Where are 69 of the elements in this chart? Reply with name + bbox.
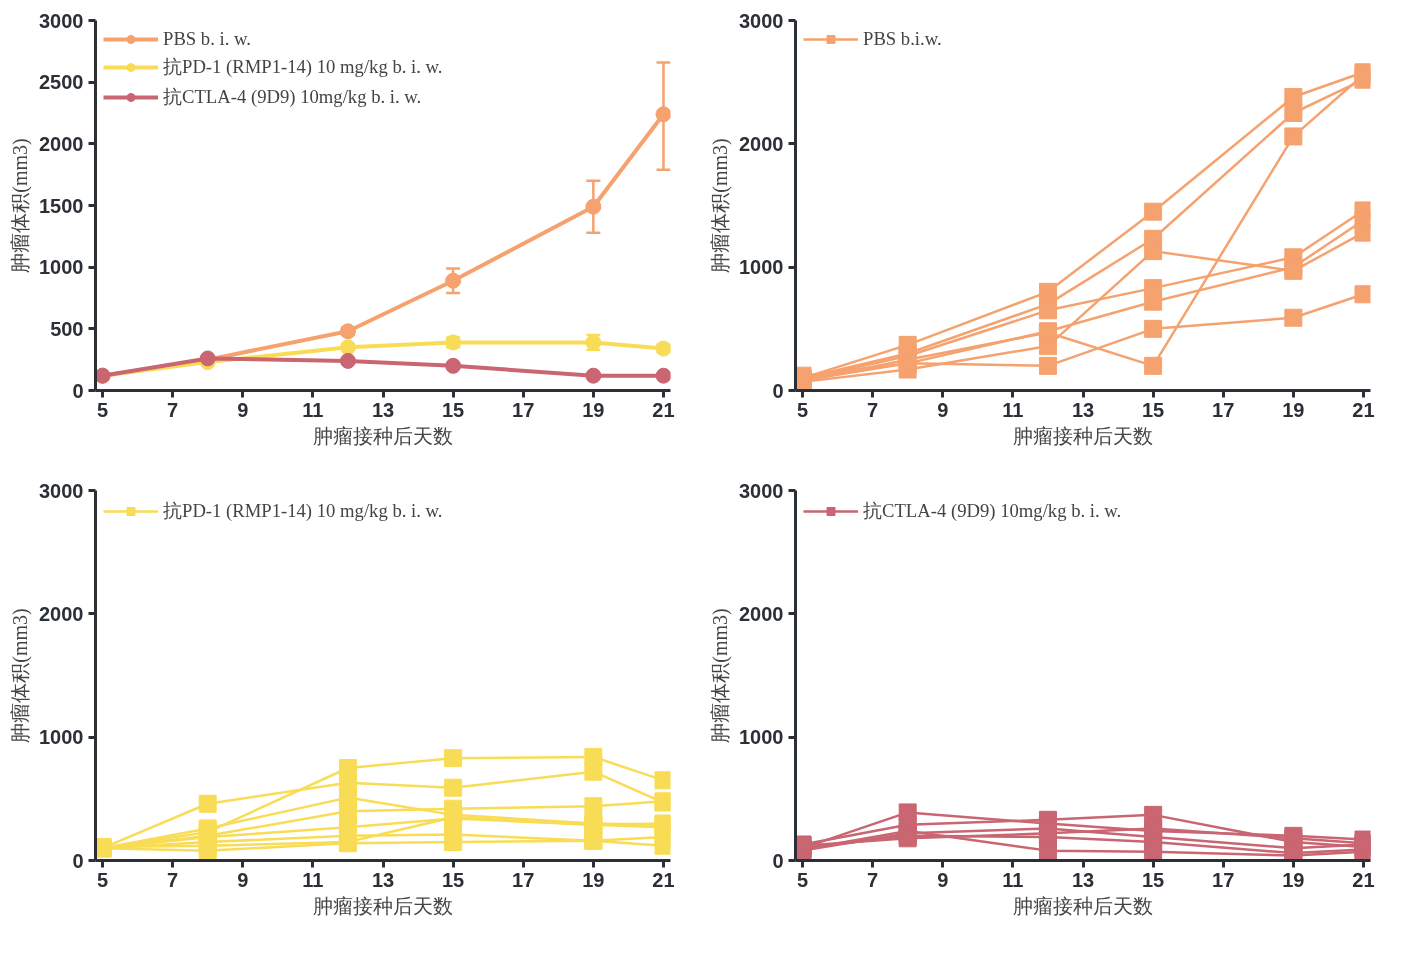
y-tick-label: 3000	[39, 9, 84, 32]
x-tick-label: 11	[302, 868, 324, 891]
y-tick-label: 1000	[739, 726, 784, 749]
x-tick-label: 11	[1002, 398, 1024, 421]
x-tick-label: 5	[96, 868, 109, 891]
x-tick-label: 17	[512, 398, 535, 421]
y-tick-label: 500	[50, 317, 84, 340]
y-axis-title: 肿瘤体积(mm3)	[709, 608, 733, 743]
x-tick-label: 19	[582, 868, 605, 891]
y-tick-label: 0	[72, 849, 84, 872]
legend-label: 抗PD-1 (RMP1-14) 10 mg/kg b. i. w.	[163, 55, 443, 79]
x-tick-label: 15	[1142, 398, 1165, 421]
x-tick-label: 19	[1282, 398, 1305, 421]
y-axis-title: 肿瘤体积(mm3)	[709, 138, 733, 273]
y-tick-label: 2000	[739, 602, 784, 625]
y-tick-label: 0	[772, 379, 784, 402]
y-tick-label: 0	[772, 849, 784, 872]
x-tick-label: 17	[1212, 398, 1235, 421]
x-tick-label: 15	[442, 868, 465, 891]
x-tick-label: 7	[167, 398, 179, 421]
y-axis-title: 肿瘤体积(mm3)	[9, 138, 33, 273]
x-tick-label: 17	[512, 868, 535, 891]
x-tick-label: 9	[237, 398, 249, 421]
legend-label: 抗PD-1 (RMP1-14) 10 mg/kg b. i. w.	[163, 499, 443, 523]
x-tick-label: 5	[796, 398, 809, 421]
y-tick-label: 2000	[739, 132, 784, 155]
y-axis-title: 肿瘤体积(mm3)	[9, 608, 33, 743]
legend-label: PBS b. i. w.	[163, 28, 251, 50]
x-tick-label: 21	[652, 868, 675, 891]
y-tick-label: 2000	[39, 132, 84, 155]
x-tick-label: 11	[302, 398, 324, 421]
x-tick-label: 9	[937, 398, 949, 421]
x-tick-label: 7	[167, 868, 179, 891]
y-tick-label: 2000	[39, 602, 84, 625]
x-axis-title: 肿瘤接种后天数	[1013, 424, 1153, 447]
x-tick-label: 21	[1352, 398, 1375, 421]
x-tick-label: 13	[371, 868, 395, 891]
x-tick-label: 19	[582, 398, 605, 421]
y-tick-label: 3000	[39, 479, 84, 502]
y-tick-label: 1000	[739, 256, 784, 279]
y-tick-label: 2500	[39, 71, 84, 94]
y-tick-label: 1000	[39, 256, 84, 279]
x-axis-title: 肿瘤接种后天数	[313, 424, 453, 447]
x-axis-title: 肿瘤接种后天数	[313, 894, 453, 917]
x-tick-label: 7	[867, 868, 879, 891]
legend-label: 抗CTLA-4 (9D9) 10mg/kg b. i. w.	[863, 499, 1122, 523]
x-tick-label: 21	[652, 398, 675, 421]
legend-label: 抗CTLA-4 (9D9) 10mg/kg b. i. w.	[163, 85, 422, 109]
x-tick-label: 11	[1002, 868, 1024, 891]
legend-label: PBS b.i.w.	[863, 28, 942, 50]
x-tick-label: 5	[96, 398, 109, 421]
x-tick-label: 19	[1282, 868, 1305, 891]
y-tick-label: 3000	[739, 9, 784, 32]
y-tick-label: 0	[72, 379, 84, 402]
x-tick-label: 13	[1071, 868, 1095, 891]
y-tick-label: 1000	[39, 726, 84, 749]
x-tick-label: 15	[442, 398, 465, 421]
x-tick-label: 17	[1212, 868, 1235, 891]
y-tick-label: 1500	[39, 194, 84, 217]
x-tick-label: 13	[1071, 398, 1095, 421]
x-tick-label: 13	[371, 398, 395, 421]
x-tick-label: 9	[237, 868, 249, 891]
x-tick-label: 7	[867, 398, 879, 421]
x-tick-label: 9	[937, 868, 949, 891]
x-tick-label: 21	[1352, 868, 1375, 891]
y-tick-label: 3000	[739, 479, 784, 502]
x-tick-label: 15	[1142, 868, 1165, 891]
x-axis-title: 肿瘤接种后天数	[1013, 894, 1153, 917]
x-tick-label: 5	[796, 868, 809, 891]
